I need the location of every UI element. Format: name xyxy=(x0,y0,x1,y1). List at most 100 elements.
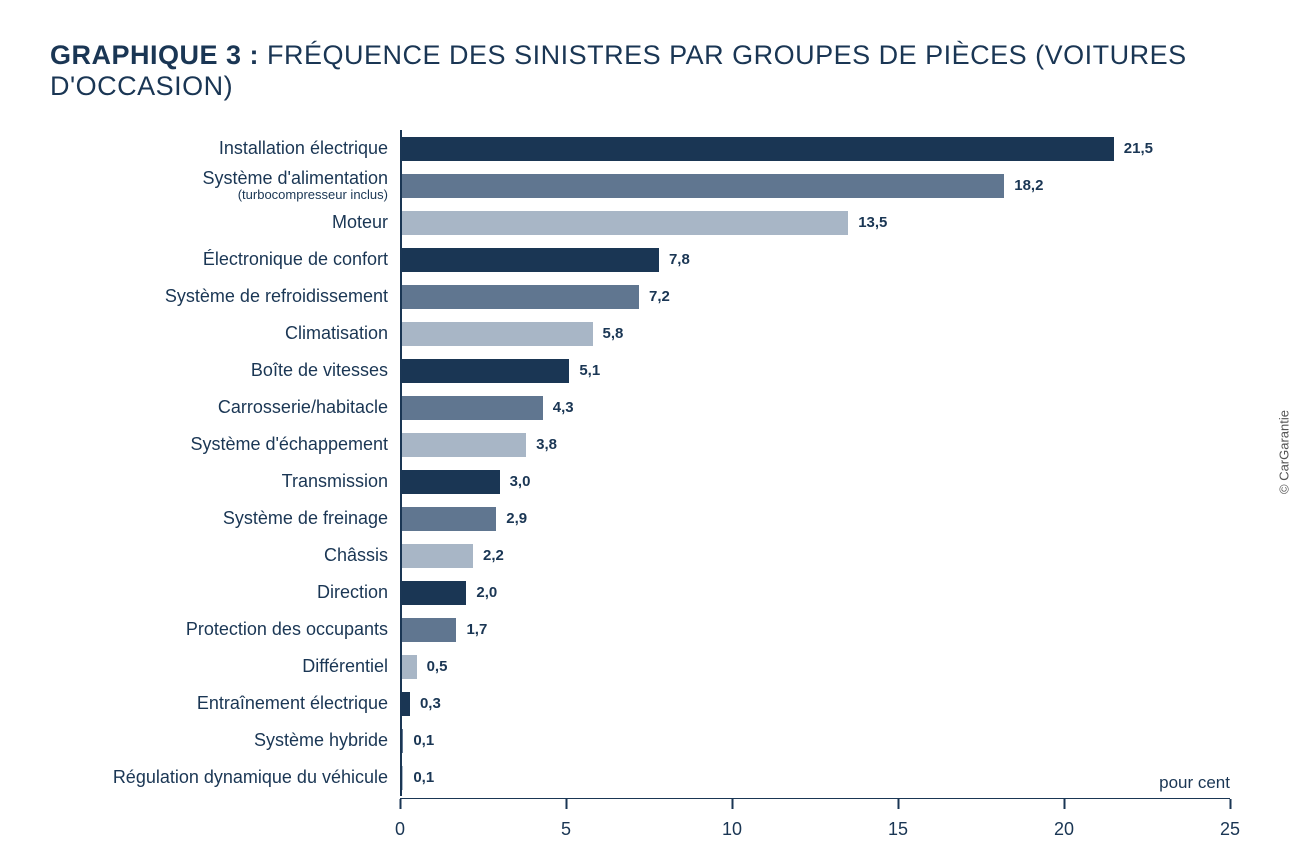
bar-row: Moteur13,5 xyxy=(110,204,1230,241)
category-label: Boîte de vitesses xyxy=(110,361,400,380)
category-label: Installation électrique xyxy=(110,139,400,158)
category-label: Direction xyxy=(110,583,400,602)
bar-value: 0,1 xyxy=(413,732,434,749)
category-sublabel: (turbocompresseur inclus) xyxy=(110,188,388,202)
category-label: Moteur xyxy=(110,213,400,232)
x-tick-label: 0 xyxy=(395,819,405,840)
bar-value: 1,7 xyxy=(466,621,487,638)
bar-row: Châssis 2,2 xyxy=(110,537,1230,574)
bar-value: 3,8 xyxy=(536,436,557,453)
bar-track: 2,2 xyxy=(400,537,1230,574)
x-tick: 25 xyxy=(1230,799,1231,809)
bar-row: Entraînement électrique 0,3 xyxy=(110,685,1230,722)
category-label: Différentiel xyxy=(110,657,400,676)
category-label: Régulation dynamique du véhicule xyxy=(110,768,400,787)
bar-value: 0,3 xyxy=(420,695,441,712)
bar-track: 5,8 xyxy=(400,315,1230,352)
bar-value: 2,9 xyxy=(506,510,527,527)
bar-row: Régulation dynamique du véhicule0,1 xyxy=(110,759,1230,796)
bar-row: Électronique de confort 7,8 xyxy=(110,241,1230,278)
bar-row: Système d'alimentation(turbocompresseur … xyxy=(110,167,1230,204)
category-label: Système d'alimentation(turbocompresseur … xyxy=(110,169,400,202)
bar xyxy=(400,137,1114,161)
category-label: Climatisation xyxy=(110,324,400,343)
category-label: Système de refroidissement xyxy=(110,287,400,306)
bar-row: Système hybride 0,1 xyxy=(110,722,1230,759)
bar xyxy=(400,322,593,346)
bar xyxy=(400,248,659,272)
bar-track: 3,8 xyxy=(400,426,1230,463)
bar-value: 21,5 xyxy=(1124,140,1153,157)
bar-row: Système d'échappement 3,8 xyxy=(110,426,1230,463)
bar-track: 7,8 xyxy=(400,241,1230,278)
bar xyxy=(400,396,543,420)
bar-track: 0,3 xyxy=(400,685,1230,722)
x-tick: 15 xyxy=(898,799,899,809)
bar-track: 1,7 xyxy=(400,611,1230,648)
bar xyxy=(400,359,569,383)
category-label: Transmission xyxy=(110,472,400,491)
bar-row: Protection des occupants 1,7 xyxy=(110,611,1230,648)
category-label: Électronique de confort xyxy=(110,250,400,269)
x-tick-label: 15 xyxy=(888,819,908,840)
x-axis: 0510152025pour cent xyxy=(110,798,1230,858)
bar-value: 2,2 xyxy=(483,547,504,564)
bar-track: 2,0 xyxy=(400,574,1230,611)
bar xyxy=(400,174,1004,198)
bar-value: 4,3 xyxy=(553,399,574,416)
category-label: Protection des occupants xyxy=(110,620,400,639)
bar xyxy=(400,655,417,679)
bar-track: 21,5 xyxy=(400,130,1230,167)
bar-track: 2,9 xyxy=(400,500,1230,537)
x-tick: 5 xyxy=(566,799,567,809)
x-tick-label: 25 xyxy=(1220,819,1240,840)
category-label: Entraînement électrique xyxy=(110,694,400,713)
bar xyxy=(400,544,473,568)
bar xyxy=(400,433,526,457)
title-prefix: GRAPHIQUE 3 : xyxy=(50,40,259,70)
x-tick: 20 xyxy=(1064,799,1065,809)
bar-track: 0,1 xyxy=(400,759,1230,796)
x-tick-label: 5 xyxy=(561,819,571,840)
bar-value: 7,2 xyxy=(649,288,670,305)
bar xyxy=(400,507,496,531)
category-label: Système d'échappement xyxy=(110,435,400,454)
category-label: Châssis xyxy=(110,546,400,565)
bar xyxy=(400,581,466,605)
bar xyxy=(400,470,500,494)
bar-row: Carrosserie/habitacle 4,3 xyxy=(110,389,1230,426)
chart-title: GRAPHIQUE 3 : FRÉQUENCE DES SINISTRES PA… xyxy=(50,40,1250,102)
bar-value: 5,8 xyxy=(603,325,624,342)
bar-track: 0,1 xyxy=(400,722,1230,759)
bar-row: Climatisation 5,8 xyxy=(110,315,1230,352)
x-tick: 0 xyxy=(400,799,401,809)
bar-value: 2,0 xyxy=(476,584,497,601)
bar-row: Système de freinage 2,9 xyxy=(110,500,1230,537)
category-label: Système de freinage xyxy=(110,509,400,528)
bar-row: Boîte de vitesses5,1 xyxy=(110,352,1230,389)
category-label: Carrosserie/habitacle xyxy=(110,398,400,417)
bar-value: 3,0 xyxy=(510,473,531,490)
y-axis-line xyxy=(400,130,402,796)
x-axis-track: 0510152025pour cent xyxy=(400,798,1230,858)
x-tick: 10 xyxy=(732,799,733,809)
bar-track: 13,5 xyxy=(400,204,1230,241)
bar-track: 5,1 xyxy=(400,352,1230,389)
bar-value: 0,5 xyxy=(427,658,448,675)
bar-row: Système de refroidissement 7,2 xyxy=(110,278,1230,315)
x-axis-unit: pour cent xyxy=(1159,773,1230,793)
bar-row: Installation électrique 21,5 xyxy=(110,130,1230,167)
bar-value: 7,8 xyxy=(669,251,690,268)
plot-frame: Installation électrique 21,5 Système d'ali… xyxy=(110,130,1230,796)
bar xyxy=(400,285,639,309)
bar xyxy=(400,211,848,235)
bar-track: 4,3 xyxy=(400,389,1230,426)
copyright-text: © CarGarantie xyxy=(1277,410,1292,494)
bar-track: 7,2 xyxy=(400,278,1230,315)
chart-area: Installation électrique 21,5 Système d'ali… xyxy=(110,130,1230,858)
category-label: Système hybride xyxy=(110,731,400,750)
x-tick-label: 20 xyxy=(1054,819,1074,840)
bar-track: 18,2 xyxy=(400,167,1230,204)
bar-track: 0,5 xyxy=(400,648,1230,685)
bar-row: Transmission 3,0 xyxy=(110,463,1230,500)
